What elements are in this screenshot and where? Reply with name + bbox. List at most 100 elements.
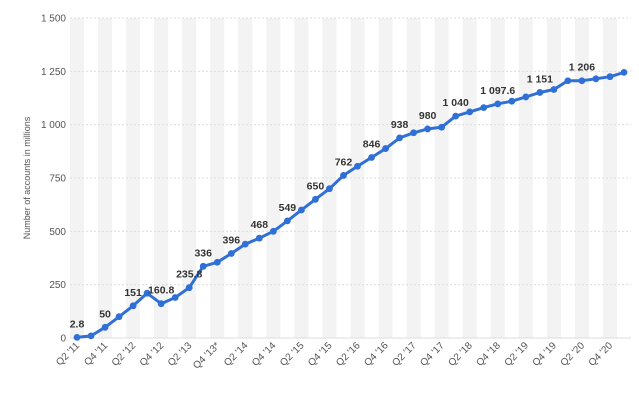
column-band [602,18,617,338]
data-point [522,93,530,101]
column-band [126,18,141,338]
column-band [98,18,113,338]
data-label: 160.8 [148,285,174,297]
data-label: 50 [99,308,111,320]
x-tick-label: Q2 '16 [334,340,363,369]
x-tick-label: Q2 '11 [54,340,82,368]
column-band [434,18,449,338]
data-point [550,86,558,93]
data-point [536,89,544,96]
data-point [340,172,347,179]
column-band [322,18,337,338]
data-point [410,129,418,137]
data-point [101,323,109,331]
data-point [73,334,81,341]
data-point [396,134,403,142]
data-point [620,69,628,76]
y-tick-label: 1 500 [41,14,66,25]
column-band [462,18,477,338]
data-point [592,75,600,83]
data-point [87,332,95,340]
data-point [494,100,502,108]
y-tick-label: 500 [49,227,66,238]
x-tick-label: Q2 '18 [446,340,475,369]
column-band [490,18,505,338]
column-band [266,18,281,338]
data-label: 336 [194,247,212,259]
column-band [378,18,393,338]
data-points [73,69,628,341]
data-label: 1 206 [569,62,595,74]
x-tick-label: Q4 '12 [138,340,167,369]
data-label: 650 [307,180,325,192]
data-point [255,234,263,242]
data-label: 235.8 [176,269,202,281]
y-tick-label: 250 [49,280,66,291]
data-label: 468 [251,219,269,231]
y-axis-ticks: 0 250 500 750 1 000 1 250 1 500 [41,14,66,345]
data-label: 1 097.6 [480,85,515,97]
data-point [382,145,389,152]
data-point [185,284,193,292]
data-point [171,294,179,301]
data-label: 980 [419,110,437,122]
x-tick-label: Q2 '17 [390,340,419,369]
data-point [213,258,221,266]
y-axis-label: Number of accounts in millions [22,116,32,239]
data-point [326,185,333,193]
column-band [182,18,197,338]
data-point [354,162,361,170]
data-point [283,217,291,225]
column-bands [70,18,617,338]
column-band [210,18,225,338]
series-line [75,70,626,339]
data-point [199,262,207,270]
data-point [368,154,375,161]
data-point [143,289,151,297]
column-band [154,18,169,338]
column-band [406,18,421,338]
column-band [350,18,365,338]
data-point [452,112,460,120]
column-band [546,18,561,338]
x-tick-label: Q4 '16 [362,340,391,369]
x-tick-label: Q4 '17 [418,340,447,369]
data-label: 762 [335,156,353,168]
data-label: 2.8 [70,318,85,330]
data-point [466,108,474,116]
data-point [424,125,432,133]
data-point [508,97,516,105]
x-tick-label: Q4 '11 [82,340,110,368]
data-point [241,240,249,248]
x-tick-label: Q2 '20 [559,340,588,369]
y-tick-label: 750 [49,174,66,185]
y-tick-label: 0 [60,334,66,345]
data-point [312,195,319,203]
data-label: 1 040 [443,97,469,109]
data-point [606,73,614,81]
data-point [480,104,488,111]
data-label: 396 [223,235,241,247]
x-tick-label: Q4 '13* [191,340,222,371]
y-tick-label: 1 000 [41,120,66,131]
y-tick-label: 1 250 [41,67,66,78]
column-band [70,18,85,338]
data-point [578,77,586,85]
data-label: 1 151 [527,73,553,85]
x-tick-label: Q2 '19 [503,340,532,369]
column-band [238,18,253,338]
x-tick-label: Q4 '19 [531,340,560,369]
x-tick-label: Q2 '13 [166,340,195,369]
data-point [298,206,305,214]
x-tick-label: Q4 '15 [306,340,335,369]
data-point [129,302,137,310]
data-point [227,250,235,257]
grid-lines [70,17,631,339]
x-tick-label: Q4 '20 [587,340,616,369]
x-tick-label: Q4 '14 [250,340,279,369]
data-point [269,227,277,235]
column-band [294,18,309,338]
